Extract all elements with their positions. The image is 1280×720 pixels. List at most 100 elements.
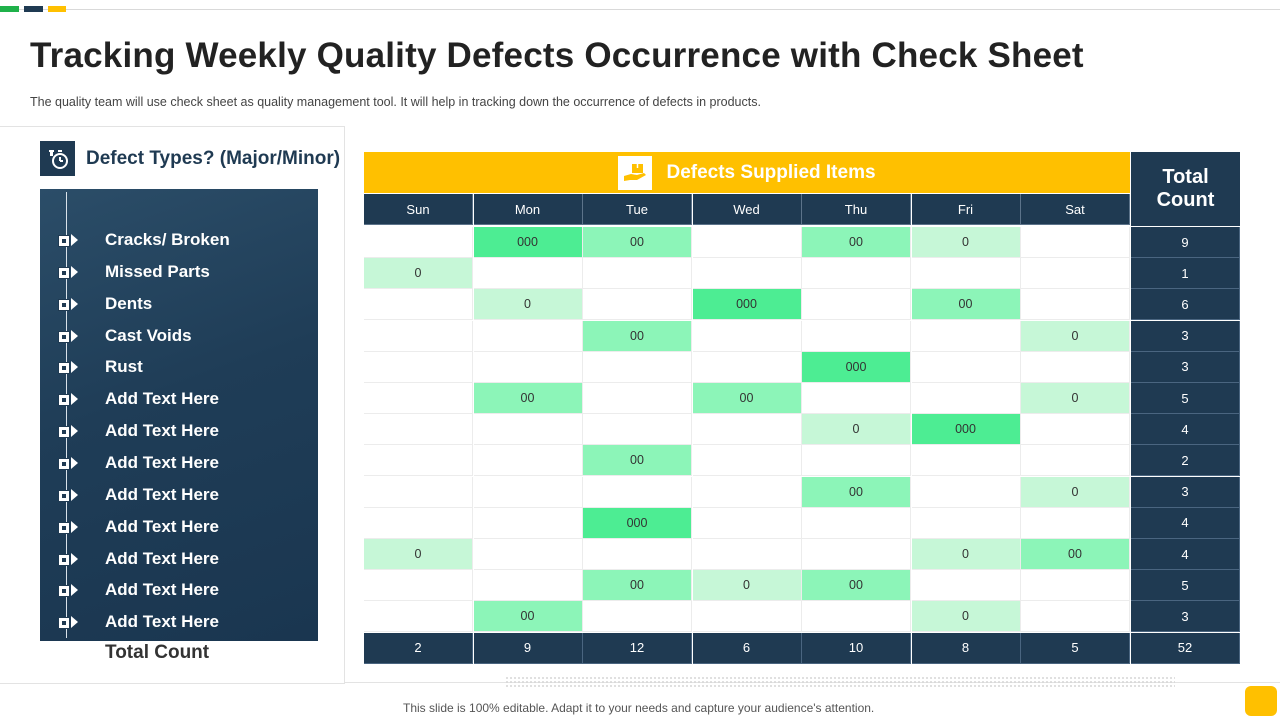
- defects-supplied-header: Defects Supplied Items: [364, 152, 1130, 193]
- tally-cell: [473, 507, 583, 539]
- arrow-right-icon: [71, 552, 78, 565]
- tally-cell: [473, 414, 583, 446]
- tally-cell: [692, 258, 802, 290]
- grand-total-cell: 52: [1131, 632, 1240, 664]
- tally-cell: [583, 414, 692, 446]
- tally-cell: [1021, 507, 1130, 539]
- defect-type-item: Add Text Here: [58, 420, 318, 444]
- checkbox-icon: [58, 617, 70, 630]
- checkbox-icon: [58, 489, 70, 502]
- row-total-cell: 2: [1131, 445, 1240, 477]
- tally-cell: [802, 539, 911, 570]
- day-total-cell: 10: [802, 632, 911, 664]
- tally-cell: 00: [692, 383, 802, 414]
- defect-timeline-line: [66, 192, 67, 638]
- defect-type-item: Add Text Here: [58, 548, 318, 572]
- defect-type-item: Add Text Here: [58, 579, 318, 603]
- defect-type-item: Add Text Here: [58, 452, 318, 476]
- tally-cell: [802, 383, 911, 414]
- tally-cell: [692, 445, 802, 477]
- defect-types-panel: [40, 189, 318, 641]
- tally-cell: [802, 258, 911, 290]
- arrow-right-icon: [71, 520, 78, 533]
- arrow-right-icon: [71, 488, 78, 501]
- day-header-mon: Mon: [473, 194, 583, 225]
- defect-types-heading: Defect Types? (Major/Minor): [86, 148, 341, 169]
- tally-cell: [583, 351, 692, 383]
- tally-cell: [911, 570, 1021, 602]
- day-total-cell: 12: [583, 632, 692, 664]
- tally-cell: [364, 601, 473, 633]
- tally-cell: 0: [802, 414, 911, 446]
- tally-cell: [802, 320, 911, 352]
- box-hand-icon: [618, 155, 653, 190]
- page-subtitle: The quality team will use check sheet as…: [30, 95, 761, 109]
- tally-cell: [473, 445, 583, 477]
- defect-type-label: Add Text Here: [105, 484, 219, 504]
- tally-cell: [692, 507, 802, 539]
- tally-cell: [364, 507, 473, 539]
- tally-cell: [364, 289, 473, 321]
- row-total-cell: 1: [1131, 258, 1240, 290]
- tally-cell: [583, 289, 692, 321]
- tally-cell: [802, 445, 911, 477]
- total-count-header: Total Count: [1131, 152, 1240, 226]
- day-header-fri: Fri: [911, 194, 1021, 225]
- tally-cell: 00: [802, 570, 911, 602]
- tally-cell: 0: [1021, 383, 1130, 414]
- defect-type-label: Add Text Here: [105, 389, 219, 409]
- tally-cell: [473, 539, 583, 570]
- day-header-wed: Wed: [692, 194, 802, 225]
- tally-cell: 00: [583, 320, 692, 352]
- arrow-right-icon: [71, 616, 78, 629]
- defect-type-item: Rust: [58, 356, 318, 380]
- day-header-thu: Thu: [802, 194, 911, 225]
- tally-cell: [692, 227, 802, 258]
- top-divider: [0, 9, 1280, 10]
- checkbox-icon: [58, 585, 70, 598]
- tally-cell: [911, 320, 1021, 352]
- checkbox-icon: [58, 330, 70, 343]
- tally-cell: 00: [473, 601, 583, 633]
- defect-type-item: Add Text Here: [58, 484, 318, 508]
- row-total-cell: 3: [1131, 351, 1240, 383]
- tally-cell: 0: [1021, 476, 1130, 508]
- tally-cell: [364, 445, 473, 477]
- tally-cell: [692, 320, 802, 352]
- checkbox-icon: [58, 235, 70, 247]
- dotted-pattern: [505, 676, 1175, 688]
- tally-cell: 0: [911, 227, 1021, 258]
- row-total-cell: 3: [1131, 476, 1240, 508]
- day-total-cell: 9: [473, 632, 583, 664]
- defect-type-label: Add Text Here: [105, 421, 219, 441]
- tally-cell: 0: [364, 539, 473, 570]
- tally-cell: [911, 258, 1021, 290]
- row-total-cell: 4: [1131, 414, 1240, 446]
- day-header-tue: Tue: [583, 194, 692, 225]
- arrow-right-icon: [71, 234, 78, 246]
- tally-cell: [364, 227, 473, 258]
- tally-cell: [364, 351, 473, 383]
- day-total-cell: 8: [911, 632, 1021, 664]
- tally-cell: [473, 258, 583, 290]
- day-total-cell: 5: [1021, 632, 1130, 664]
- tally-cell: [583, 601, 692, 633]
- tally-cell: [364, 570, 473, 602]
- defect-total-label: Total Count: [105, 642, 210, 663]
- defect-type-item: Cast Voids: [58, 325, 318, 349]
- checkbox-icon: [58, 553, 70, 566]
- tally-cell: 00: [473, 383, 583, 414]
- tally-cell: [364, 383, 473, 414]
- footer-note: This slide is 100% editable. Adapt it to…: [403, 701, 875, 715]
- tally-cell: 00: [583, 227, 692, 258]
- tally-cell: 0: [364, 258, 473, 290]
- tally-cell: 00: [583, 445, 692, 477]
- tally-cell: [1021, 414, 1130, 446]
- defect-type-item: Add Text Here: [58, 516, 318, 540]
- tally-cell: 000: [802, 351, 911, 383]
- defect-type-item: Cracks/ Broken: [58, 229, 318, 253]
- tally-cell: [911, 351, 1021, 383]
- defects-supplied-title: Defects Supplied Items: [666, 161, 876, 183]
- stopwatch-icon: [40, 141, 75, 176]
- tally-cell: [692, 539, 802, 570]
